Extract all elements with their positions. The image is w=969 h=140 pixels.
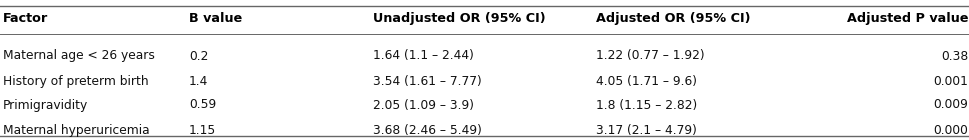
Text: 0.38: 0.38 [941, 50, 968, 62]
Text: 3.54 (1.61 – 7.77): 3.54 (1.61 – 7.77) [373, 75, 482, 88]
Text: Maternal hyperuricemia: Maternal hyperuricemia [3, 124, 149, 137]
Text: Primigravidity: Primigravidity [3, 99, 88, 111]
Text: 0.009: 0.009 [933, 99, 968, 111]
Text: 3.68 (2.46 – 5.49): 3.68 (2.46 – 5.49) [373, 124, 482, 137]
Text: 0.001: 0.001 [933, 75, 968, 88]
Text: B value: B value [189, 12, 242, 25]
Text: 3.17 (2.1 – 4.79): 3.17 (2.1 – 4.79) [596, 124, 697, 137]
Text: 0.000: 0.000 [933, 124, 968, 137]
Text: 4.05 (1.71 – 9.6): 4.05 (1.71 – 9.6) [596, 75, 697, 88]
Text: 0.59: 0.59 [189, 99, 216, 111]
Text: 1.8 (1.15 – 2.82): 1.8 (1.15 – 2.82) [596, 99, 697, 111]
Text: Unadjusted OR (95% CI): Unadjusted OR (95% CI) [373, 12, 546, 25]
Text: 1.64 (1.1 – 2.44): 1.64 (1.1 – 2.44) [373, 50, 474, 62]
Text: History of preterm birth: History of preterm birth [3, 75, 148, 88]
Text: 0.2: 0.2 [189, 50, 208, 62]
Text: 1.15: 1.15 [189, 124, 216, 137]
Text: 2.05 (1.09 – 3.9): 2.05 (1.09 – 3.9) [373, 99, 474, 111]
Text: Maternal age < 26 years: Maternal age < 26 years [3, 50, 155, 62]
Text: 1.22 (0.77 – 1.92): 1.22 (0.77 – 1.92) [596, 50, 704, 62]
Text: Adjusted OR (95% CI): Adjusted OR (95% CI) [596, 12, 750, 25]
Text: Adjusted P value: Adjusted P value [847, 12, 968, 25]
Text: 1.4: 1.4 [189, 75, 208, 88]
Text: Factor: Factor [3, 12, 48, 25]
